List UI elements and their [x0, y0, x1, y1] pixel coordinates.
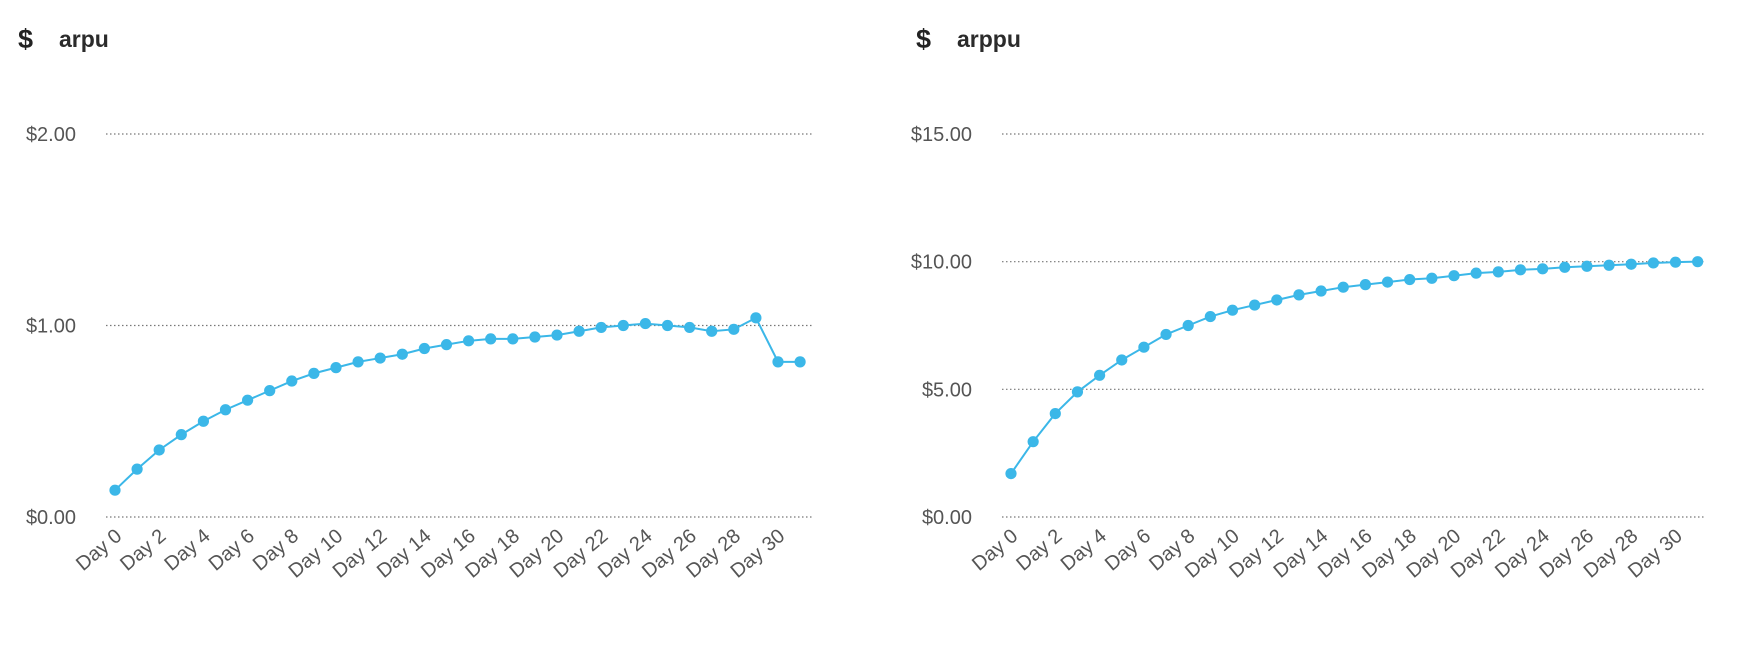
arppu-data-point[interactable]: [1514, 264, 1527, 276]
arpu-data-point[interactable]: [617, 319, 629, 332]
arppu-data-point[interactable]: [1337, 281, 1349, 293]
arppu-data-point[interactable]: [1049, 407, 1061, 420]
arpu-data-point[interactable]: [440, 339, 453, 351]
arpu-data-point[interactable]: [286, 375, 298, 387]
arpu-y-tick-label: $2.00: [26, 124, 76, 146]
arpu-data-point[interactable]: [418, 342, 430, 355]
arppu-data-point[interactable]: [1647, 257, 1659, 269]
arppu-data-point[interactable]: [1492, 266, 1504, 278]
arpu-data-point[interactable]: [595, 321, 607, 334]
arpu-y-tick-label: $0.00: [26, 507, 76, 529]
arpu-y-tick-label: $1.00: [26, 316, 76, 338]
arppu-data-point[interactable]: [1404, 273, 1416, 286]
arppu-chart-header: $ arppu: [916, 22, 1021, 56]
arppu-data-point[interactable]: [1381, 276, 1394, 288]
arpu-data-point[interactable]: [153, 444, 165, 456]
arpu-data-point[interactable]: [639, 317, 652, 330]
arpu-series-line: [114, 316, 801, 491]
arpu-chart-header: $ arpu: [18, 22, 109, 56]
arpu-data-point[interactable]: [175, 429, 187, 441]
arppu-data-point[interactable]: [1359, 279, 1371, 291]
arppu-data-point[interactable]: [1204, 310, 1216, 323]
arpu-data-point[interactable]: [197, 415, 209, 427]
arpu-x-tick-label: Day 2: [116, 525, 170, 575]
arpu-data-point[interactable]: [485, 333, 497, 345]
arppu-data-point[interactable]: [1426, 272, 1438, 284]
arppu-x-tick-label: Day 0: [968, 525, 1022, 575]
arppu-data-point[interactable]: [1138, 341, 1150, 353]
arppu-data-point[interactable]: [1559, 261, 1571, 273]
arpu-chart-title: arpu: [59, 26, 109, 52]
arppu-data-point[interactable]: [1071, 386, 1084, 398]
arpu-x-tick-label: Day 6: [205, 525, 259, 575]
arpu-data-point[interactable]: [794, 356, 806, 368]
arppu-data-point[interactable]: [1160, 328, 1172, 341]
arppu-x-tick-label: Day 6: [1101, 525, 1155, 575]
arpu-data-point[interactable]: [264, 385, 276, 397]
arpu-x-tick-label: Day 0: [72, 525, 126, 575]
arppu-data-point[interactable]: [1669, 256, 1682, 268]
arpu-data-point[interactable]: [728, 323, 740, 335]
arppu-data-point[interactable]: [1603, 259, 1615, 271]
arpu-data-point[interactable]: [109, 484, 121, 496]
arppu-data-point[interactable]: [1116, 354, 1128, 366]
arppu-data-point[interactable]: [1692, 256, 1704, 268]
arppu-series-line: [1010, 260, 1698, 475]
arpu-data-point[interactable]: [330, 362, 342, 374]
arppu-x-tick-label: Day 2: [1012, 525, 1066, 575]
arpu-data-point[interactable]: [308, 367, 320, 379]
arppu-data-point[interactable]: [1625, 258, 1637, 270]
arpu-data-point[interactable]: [684, 321, 696, 334]
arppu-y-tick-label: $15.00: [911, 124, 972, 146]
arpu-data-point[interactable]: [242, 394, 254, 406]
arppu-x-tick-label: Day 4: [1057, 525, 1111, 575]
arppu-data-point[interactable]: [1293, 289, 1305, 301]
arpu-chart-panel: $ arpu $0.00 $1.00 $2.00 Day 0 Day 2 Day 4 Day…: [0, 0, 860, 672]
arppu-data-point[interactable]: [1537, 263, 1549, 275]
arpu-data-point[interactable]: [396, 348, 408, 360]
arpu-data-point[interactable]: [772, 356, 784, 368]
arppu-chart-panel: $ arppu $0.00 $5.00 $10.00 $15.00 Day 0 Day 2…: [898, 0, 1742, 672]
arppu-y-tick-label: $5.00: [922, 379, 972, 401]
arpu-data-point[interactable]: [529, 331, 541, 343]
arpu-data-point[interactable]: [573, 325, 585, 337]
arpu-data-point[interactable]: [750, 312, 762, 324]
arpu-data-point[interactable]: [352, 356, 364, 368]
arppu-y-tick-label: $10.00: [911, 252, 972, 274]
arpu-data-point[interactable]: [463, 335, 475, 347]
arppu-data-point[interactable]: [1005, 467, 1017, 480]
arpu-data-point[interactable]: [131, 463, 143, 475]
arpu-data-point[interactable]: [551, 329, 563, 341]
arppu-data-point[interactable]: [1448, 270, 1460, 282]
arppu-data-point[interactable]: [1182, 319, 1194, 332]
arppu-data-point[interactable]: [1470, 267, 1482, 279]
dollar-icon: $: [916, 24, 932, 54]
arpu-data-point[interactable]: [374, 352, 386, 364]
arppu-data-point[interactable]: [1581, 260, 1593, 272]
arppu-data-point[interactable]: [1094, 369, 1106, 381]
arpu-data-point[interactable]: [706, 325, 718, 337]
arpu-data-point[interactable]: [219, 404, 232, 416]
arppu-data-point[interactable]: [1249, 299, 1261, 311]
arppu-data-point[interactable]: [1226, 304, 1239, 316]
arpu-data-point[interactable]: [507, 333, 519, 345]
arppu-data-point[interactable]: [1027, 436, 1039, 448]
arppu-data-point[interactable]: [1271, 294, 1283, 306]
arpu-x-tick-label: Day 4: [160, 525, 214, 575]
arpu-data-point[interactable]: [661, 319, 674, 332]
dollar-icon: $: [18, 24, 34, 54]
arppu-chart-title: arppu: [957, 26, 1021, 52]
arppu-y-tick-label: $0.00: [922, 507, 972, 529]
arppu-data-point[interactable]: [1315, 285, 1327, 297]
